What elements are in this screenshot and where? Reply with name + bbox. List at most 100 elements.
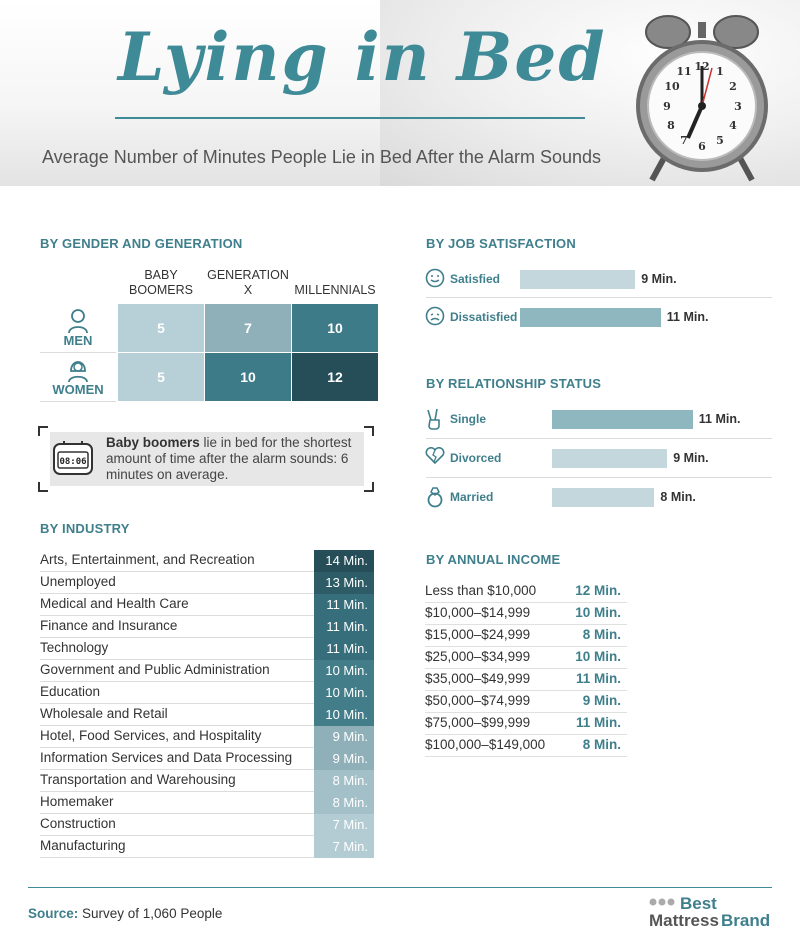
bar-value: 8 Min. [660, 490, 696, 504]
income-value: 11 Min. [575, 715, 621, 730]
callout-corner [364, 426, 374, 436]
section-label-gender: BY GENDER AND GENERATION [40, 236, 243, 251]
table-row: Information Services and Data Processing… [40, 748, 374, 770]
industry-value: 11 Min. [314, 594, 374, 616]
man-icon [67, 308, 89, 339]
industry-value: 9 Min. [314, 726, 374, 748]
smile-face-icon [425, 268, 445, 293]
callout-box [50, 432, 364, 486]
row-label-men: MEN [63, 333, 93, 348]
industry-label: Construction [40, 816, 116, 831]
bar-label: Satisfied [450, 272, 501, 286]
heatmap-cell: 10 [205, 353, 291, 401]
income-label: $25,000–$34,999 [425, 649, 531, 664]
industry-value: 7 Min. [314, 814, 374, 836]
source-text: Survey of 1,060 People [78, 906, 223, 921]
table-row: Arts, Entertainment, and Recreation 14 Mi… [40, 550, 374, 572]
bar-value: 9 Min. [673, 451, 709, 465]
bar-value: 11 Min. [698, 412, 741, 426]
table-row: Medical and Health Care 11 Min. [40, 594, 374, 616]
table-row: Transportation and Warehousing 8 Min. [40, 770, 374, 792]
callout-corner [364, 482, 374, 492]
table-row: Less than $10,000 12 Min. [425, 581, 627, 603]
woman-icon [67, 357, 89, 388]
table-row: Wholesale and Retail 10 Min. [40, 704, 374, 726]
svg-text:8: 8 [667, 119, 675, 132]
bar-label: Divorced [450, 451, 502, 465]
column-header-0: BABY BOOMERS [114, 268, 208, 298]
income-label: $35,000–$49,999 [425, 671, 531, 686]
bar-label: Dissatisfied [450, 310, 518, 324]
column-header-line: BABY [144, 268, 178, 282]
title-underline [115, 117, 585, 119]
industry-value: 10 Min. [314, 704, 374, 726]
table-row: Hotel, Food Services, and Hospitality 9 M… [40, 726, 374, 748]
industry-label: Hotel, Food Services, and Hospitality [40, 728, 262, 743]
heatmap-cell: 7 [205, 304, 291, 352]
brand-bottom-a: Mattress [649, 911, 719, 929]
table-row: $15,000–$24,999 8 Min. [425, 625, 627, 647]
source-note: Source: Survey of 1,060 People [28, 906, 222, 921]
peace-hand-icon [425, 408, 445, 435]
industry-value: 8 Min. [314, 770, 374, 792]
row-divider [40, 401, 116, 402]
footer-divider [28, 887, 772, 888]
brand-bottom-b: Brand [721, 911, 770, 929]
svg-text:5: 5 [716, 134, 724, 147]
income-value: 11 Min. [575, 671, 621, 686]
column-header-line: MILLENNIALS [294, 283, 376, 297]
bar [520, 270, 636, 289]
industry-label: Information Services and Data Processing [40, 750, 293, 765]
industry-value: 14 Min. [314, 550, 374, 572]
table-row: Education 10 Min. [40, 682, 374, 704]
table-row: $25,000–$34,999 10 Min. [425, 647, 627, 669]
bar-value: 9 Min. [641, 272, 677, 286]
svg-text:3: 3 [734, 100, 742, 113]
svg-text:2: 2 [729, 80, 737, 93]
svg-text:10: 10 [664, 80, 680, 93]
industry-value: 13 Min. [314, 572, 374, 594]
bar [552, 488, 655, 507]
table-row: Construction 7 Min. [40, 814, 374, 836]
industry-label: Wholesale and Retail [40, 706, 168, 721]
broken-heart-icon [425, 446, 445, 470]
table-row: Government and Public Administration 10 M… [40, 660, 374, 682]
page-subtitle: Average Number of Minutes People Lie in … [42, 147, 601, 167]
header-banner: Lying in Bed Average Number of Minutes P… [0, 0, 800, 186]
svg-text:4: 4 [729, 119, 737, 132]
income-value: 10 Min. [575, 649, 621, 664]
brand-logo: Best Mattress Brand [649, 894, 770, 929]
income-value: 9 Min. [582, 693, 621, 708]
industry-value: 9 Min. [314, 748, 374, 770]
industry-label: Transportation and Warehousing [40, 772, 236, 787]
income-value: 8 Min. [582, 627, 621, 642]
svg-text:9: 9 [663, 100, 671, 113]
income-value: 8 Min. [582, 737, 621, 752]
heatmap-cell: 5 [118, 304, 204, 352]
page-title: Lying in Bed [118, 18, 607, 96]
income-label: Less than $10,000 [425, 583, 537, 598]
industry-label: Medical and Health Care [40, 596, 189, 611]
industry-label: Arts, Entertainment, and Recreation [40, 552, 255, 567]
industry-label: Education [40, 684, 101, 699]
bar-label: Married [450, 490, 494, 504]
bar-label: Single [450, 412, 487, 426]
income-label: $75,000–$99,999 [425, 715, 531, 730]
bar [520, 308, 661, 327]
industry-label: Manufacturing [40, 838, 126, 853]
callout-bold: Baby boomers [106, 435, 200, 450]
income-value: 10 Min. [575, 605, 621, 620]
section-label-relationship: BY RELATIONSHIP STATUS [426, 376, 602, 391]
column-header-line: X [243, 283, 253, 297]
industry-value: 10 Min. [314, 660, 374, 682]
table-row: Homemaker 8 Min. [40, 792, 374, 814]
table-row: Manufacturing 7 Min. [40, 836, 374, 858]
svg-text:1: 1 [716, 65, 724, 78]
callout-text: Baby boomers lie in bed for the shortest… [106, 435, 356, 483]
bar [552, 449, 668, 468]
section-label-income: BY ANNUAL INCOME [426, 552, 561, 567]
callout-corner [38, 426, 48, 436]
industry-label: Government and Public Administration [40, 662, 270, 677]
column-header-2: MILLENNIALS [288, 283, 382, 298]
